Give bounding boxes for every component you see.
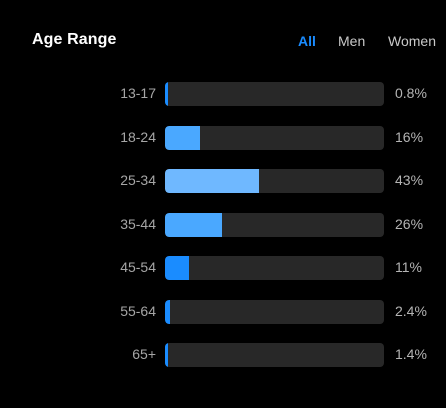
bar-track: [165, 213, 384, 237]
percentage-value: 43%: [395, 172, 424, 188]
age-bar-chart: 13-17 0.8% 18-24 16% 25-34 43% 35-44 26% 45-54 11…: [10, 10, 446, 398]
bar-track: [165, 256, 384, 280]
bar-track: [165, 126, 384, 150]
age-bar-row: 65+ 1.4%: [10, 343, 446, 367]
bar-fill: [165, 82, 168, 106]
age-category-label: 25-34: [120, 172, 156, 188]
age-bar-row: 55-64 2.4%: [10, 300, 446, 324]
card-title: Age Range: [32, 31, 117, 48]
age-category-label: 35-44: [120, 216, 156, 232]
age-category-label: 45-54: [120, 259, 156, 275]
bar-track: [165, 300, 384, 324]
age-category-label: 65+: [132, 346, 156, 362]
bar-fill: [165, 256, 189, 280]
bar-fill: [165, 169, 259, 193]
bar-track: [165, 169, 384, 193]
bar-fill: [165, 213, 222, 237]
tab-women[interactable]: Women: [388, 33, 436, 49]
age-category-label: 13-17: [120, 85, 156, 101]
bar-fill: [165, 300, 170, 324]
age-category-label: 55-64: [120, 303, 156, 319]
age-range-card: Age Range All Men Women 13-17 0.8% 18-24 16…: [10, 10, 446, 398]
age-bar-row: 45-54 11%: [10, 256, 446, 280]
percentage-value: 2.4%: [395, 303, 427, 319]
bar-fill: [165, 343, 168, 367]
age-bar-row: 18-24 16%: [10, 126, 446, 150]
gender-filter-tabs: All Men Women: [10, 33, 446, 51]
bar-track: [165, 343, 384, 367]
percentage-value: 1.4%: [395, 346, 427, 362]
bar-fill: [165, 126, 200, 150]
percentage-value: 11%: [395, 259, 422, 275]
bar-track: [165, 82, 384, 106]
tab-men[interactable]: Men: [338, 33, 366, 49]
age-bar-row: 13-17 0.8%: [10, 82, 446, 106]
age-bar-row: 25-34 43%: [10, 169, 446, 193]
percentage-value: 16%: [395, 129, 424, 145]
age-bar-row: 35-44 26%: [10, 213, 446, 237]
percentage-value: 26%: [395, 216, 424, 232]
percentage-value: 0.8%: [395, 85, 427, 101]
tab-all[interactable]: All: [298, 33, 316, 49]
age-category-label: 18-24: [120, 129, 156, 145]
